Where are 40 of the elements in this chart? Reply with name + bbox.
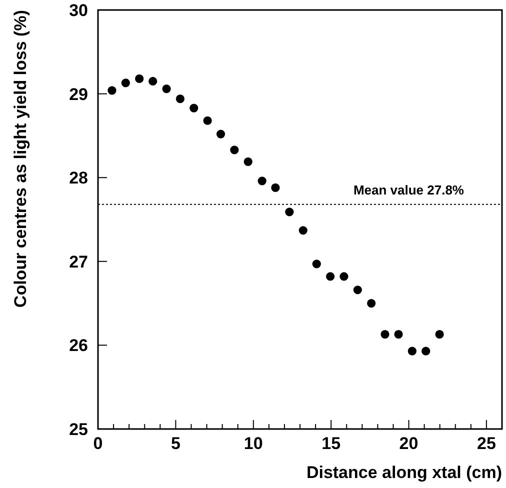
point — [422, 346, 430, 356]
x-tick-label: 0 — [93, 434, 103, 453]
point — [285, 208, 294, 216]
point — [380, 330, 390, 339]
point — [148, 76, 158, 86]
x-tick-label: 20 — [399, 434, 418, 453]
point — [230, 146, 239, 154]
y-tick-label: 27 — [69, 252, 88, 272]
point — [367, 299, 376, 308]
point — [121, 78, 130, 88]
point — [190, 104, 198, 112]
point — [408, 346, 416, 356]
point — [298, 226, 308, 235]
point — [258, 176, 266, 186]
point — [394, 330, 403, 339]
y-tick-label: 30 — [69, 1, 88, 20]
point — [108, 86, 116, 95]
point — [435, 330, 444, 339]
point — [340, 272, 348, 281]
y-tick-label: 26 — [69, 336, 88, 356]
point — [326, 272, 335, 281]
point — [244, 157, 252, 166]
x-tick-label: 15 — [322, 434, 341, 453]
point — [271, 183, 280, 192]
point — [176, 94, 184, 104]
x-tick-label: 10 — [244, 434, 263, 453]
y-tick-label: 29 — [69, 84, 88, 104]
ref-line-label: Mean value 27.8% — [353, 182, 464, 198]
point — [203, 116, 212, 125]
point — [312, 260, 321, 268]
y-tick-label: 25 — [69, 420, 88, 439]
point — [353, 286, 362, 294]
point — [216, 130, 226, 138]
y-axis-title: Colour centres as light yield loss (%) — [11, 10, 30, 308]
x-tick-label: 25 — [477, 434, 496, 453]
x-axis-title: Distance along xtal (cm) — [306, 463, 502, 482]
point — [162, 84, 171, 94]
y-tick-label: 28 — [69, 168, 88, 188]
point — [135, 74, 144, 84]
x-tick-label: 5 — [170, 434, 180, 453]
